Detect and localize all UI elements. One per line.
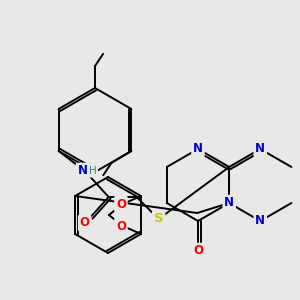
- Text: N: N: [255, 142, 265, 155]
- Text: O: O: [80, 217, 90, 230]
- Text: H: H: [89, 166, 97, 176]
- Text: O: O: [116, 197, 126, 211]
- Text: N: N: [78, 164, 88, 178]
- Text: O: O: [193, 244, 203, 257]
- Text: O: O: [116, 220, 126, 232]
- Text: S: S: [154, 212, 164, 226]
- Text: N: N: [255, 214, 265, 227]
- Text: N: N: [224, 196, 234, 209]
- Text: N: N: [193, 142, 203, 155]
